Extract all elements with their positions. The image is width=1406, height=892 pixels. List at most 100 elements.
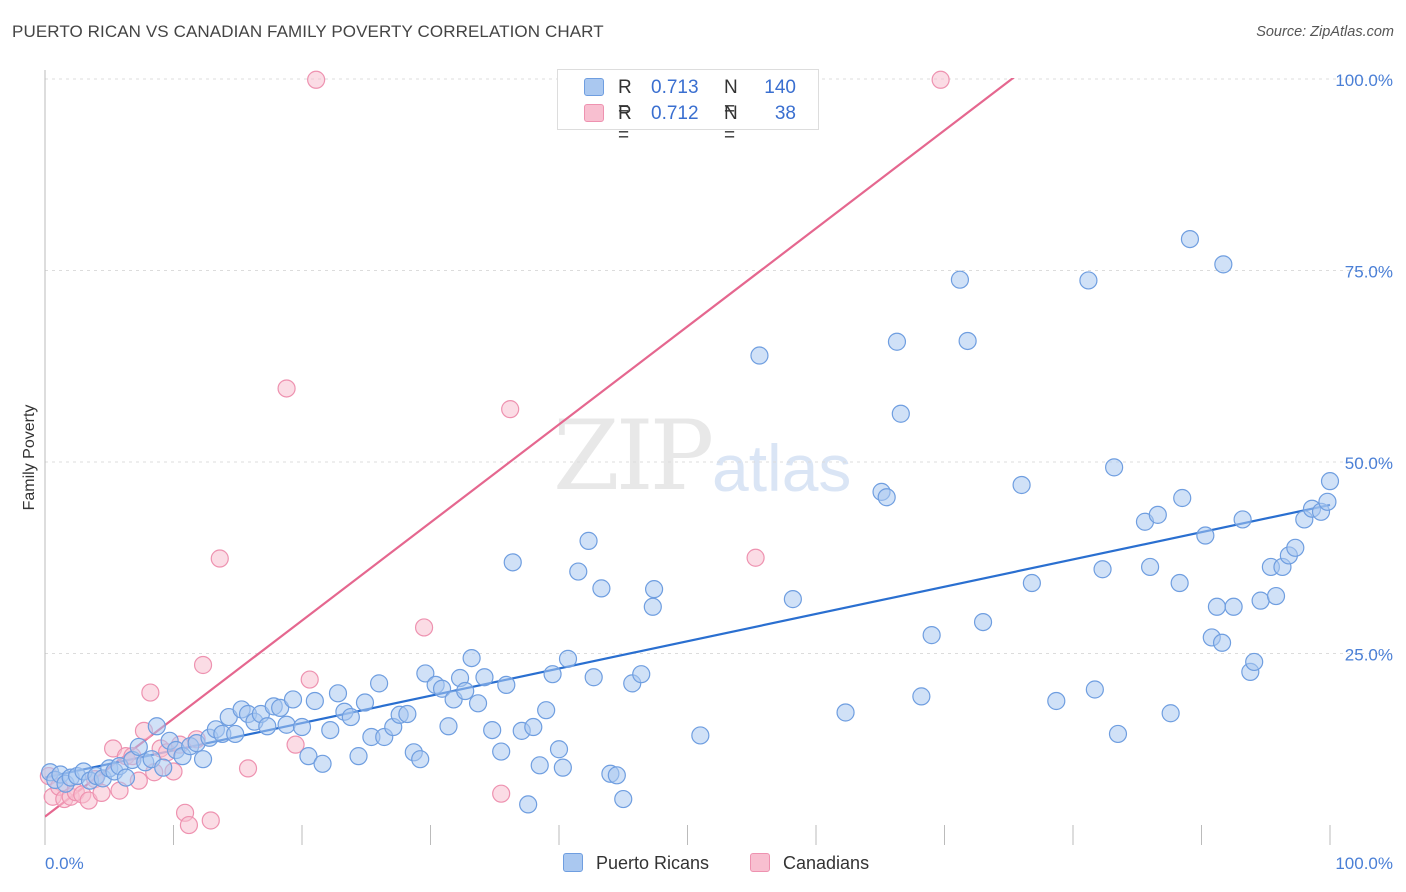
y-tick-label: 50.0% [1345, 454, 1393, 473]
puerto-rican-point [492, 742, 511, 761]
r-label: R = [618, 77, 632, 120]
chart-title: PUERTO RICAN VS CANADIAN FAMILY POVERTY … [12, 22, 604, 41]
puerto-rican-point [1085, 680, 1104, 699]
puerto-rican-point [1079, 271, 1098, 290]
canadian-point [286, 735, 305, 754]
puerto-rican-point [321, 720, 340, 740]
r-value: 0.712 [651, 103, 699, 124]
puerto-rican-point [355, 693, 375, 712]
puerto-rican-point [328, 684, 348, 703]
puerto-rican-point [584, 668, 603, 687]
puerto-rican-point [607, 766, 626, 785]
puerto-rican-point [1148, 505, 1167, 524]
puerto-rican-point [1286, 538, 1305, 557]
legend-swatch-blue [563, 853, 583, 872]
legend-label: Canadians [783, 853, 870, 873]
puerto-rican-point [1207, 597, 1227, 616]
canadian-point [931, 70, 950, 89]
canadian-point [501, 400, 520, 419]
puerto-rican-point [349, 747, 368, 766]
puerto-rican-point [691, 726, 710, 745]
canadian-point [193, 655, 213, 675]
puerto-rican-point [271, 698, 290, 717]
puerto-rican-point [1196, 526, 1215, 545]
puerto-rican-point [1180, 229, 1200, 249]
puerto-rican-point [129, 737, 148, 757]
puerto-rican-point [1047, 691, 1066, 711]
puerto-rican-point [475, 668, 494, 687]
puerto-rican-point [1161, 704, 1180, 723]
puerto-rican-point [614, 789, 633, 809]
canadian-point [492, 784, 511, 803]
puerto-rican-point [543, 665, 562, 684]
y-tick-label: 75.0% [1345, 263, 1393, 282]
puerto-rican-point [553, 758, 572, 777]
puerto-rican-point [1266, 586, 1286, 606]
x-tick-label: 0.0% [45, 854, 84, 873]
puerto-rican-point [398, 704, 417, 724]
n-label: N = [724, 103, 738, 146]
puerto-rican-point [439, 717, 458, 736]
puerto-rican-point [644, 580, 664, 599]
puerto-rican-point [973, 612, 993, 632]
puerto-rican-point [1214, 255, 1233, 274]
puerto-rican-point [503, 553, 522, 572]
puerto-rican-point [579, 531, 598, 550]
puerto-rican-point [558, 649, 578, 668]
puerto-rican-point [783, 590, 802, 609]
trend-lines [44, 78, 1331, 818]
puerto-rican-point [519, 795, 538, 814]
puerto-rican-point [950, 270, 970, 289]
y-tick-label: 25.0% [1345, 646, 1393, 665]
source-credit: Source: ZipAtlas.com [1256, 24, 1394, 40]
canadian-point [179, 815, 199, 835]
puerto-rican-point [1093, 560, 1112, 579]
puerto-rican-point [836, 703, 855, 722]
puerto-rican-point [299, 747, 318, 766]
puerto-rican-point [154, 758, 173, 777]
x-tick-label: 100.0% [1335, 854, 1393, 873]
r-label: R = [618, 103, 632, 146]
puerto-ricans-trend-line [44, 503, 1331, 779]
puerto-rican-point [462, 648, 481, 668]
legend-label: Puerto Ricans [596, 853, 710, 873]
canadian-point [414, 618, 434, 637]
legend-swatch-pink [584, 104, 604, 122]
puerto-rican-point [1012, 475, 1031, 495]
puerto-rican-point [313, 754, 332, 773]
canadian-point [141, 683, 160, 702]
puerto-rican-point [1108, 724, 1128, 744]
puerto-rican-point [632, 665, 651, 684]
legend-swatch-blue [584, 78, 604, 96]
puerto-rican-point [432, 679, 452, 698]
n-label: N = [724, 77, 738, 120]
puerto-rican-point [1224, 597, 1243, 616]
puerto-rican-point [147, 717, 166, 736]
puerto-rican-point [891, 404, 910, 423]
puerto-rican-point [1105, 458, 1124, 477]
puerto-rican-point [226, 724, 245, 744]
puerto-rican-point [643, 597, 662, 616]
puerto-rican-point [193, 750, 213, 769]
r-value: 0.713 [651, 77, 699, 98]
puerto-rican-point [416, 664, 435, 683]
n-value: 140 [764, 77, 796, 98]
puerto-rican-point [592, 579, 611, 598]
puerto-rican-point [912, 687, 931, 706]
puerto-rican-point [958, 331, 977, 351]
canadian-point [307, 70, 326, 89]
gridlines [45, 78, 1393, 654]
puerto-rican-point [1233, 510, 1252, 529]
y-tick-label: 100.0% [1335, 71, 1393, 90]
canadian-point [238, 759, 258, 778]
correlation-legend: R = 0.713 N = 140 R = 0.712 N = 38 [557, 69, 819, 146]
puerto-rican-point [524, 717, 543, 737]
puerto-rican-point [549, 740, 569, 759]
puerto-rican-point [497, 675, 516, 695]
puerto-rican-point [530, 756, 549, 775]
puerto-rican-point [922, 626, 941, 645]
canadians-points [39, 70, 950, 835]
puerto-rican-point [1318, 492, 1337, 511]
puerto-ricans-points [41, 229, 1340, 814]
y-axis-label: Family Poverty [21, 405, 38, 511]
